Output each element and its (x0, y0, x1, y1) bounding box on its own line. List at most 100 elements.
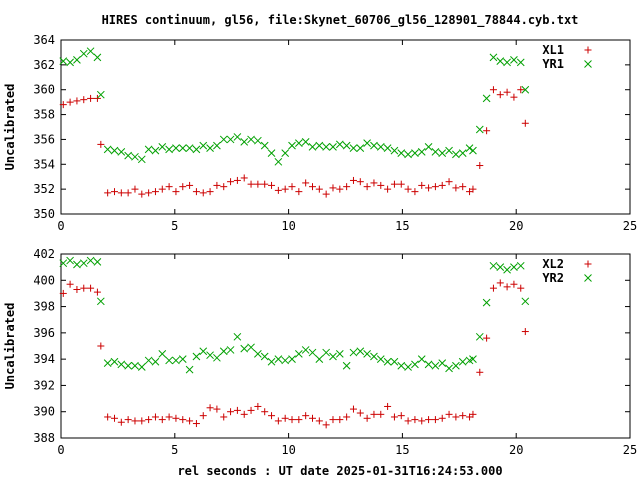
data-point (151, 357, 160, 366)
data-point (110, 146, 119, 155)
data-point (117, 360, 126, 369)
plot-frame (60, 253, 631, 439)
data-point (172, 414, 180, 422)
data-point (260, 352, 269, 361)
data-point (97, 342, 105, 350)
x-tick-label: 5 (171, 443, 178, 457)
data-point (110, 188, 118, 196)
data-point (418, 417, 426, 425)
y-tick-label: 352 (33, 182, 55, 196)
data-point (516, 58, 525, 67)
data-point (254, 350, 262, 358)
data-point (411, 360, 419, 369)
data-point (322, 421, 330, 429)
data-point (274, 355, 283, 363)
data-point (233, 133, 242, 141)
y-tick-label: 358 (33, 108, 55, 122)
data-point (199, 189, 207, 197)
y-tick-label: 390 (33, 405, 55, 419)
legend-marker (584, 46, 592, 54)
data-point (206, 188, 214, 196)
data-point (370, 141, 378, 150)
data-point (165, 413, 173, 421)
data-point (516, 261, 525, 270)
data-point (199, 347, 208, 356)
x-tick-label: 5 (171, 219, 178, 233)
data-point (336, 416, 344, 424)
data-point (274, 186, 282, 194)
data-point (220, 413, 228, 421)
data-point (117, 418, 125, 426)
data-point (349, 348, 358, 357)
data-point (199, 412, 207, 420)
data-point (301, 346, 310, 354)
series-yr2 (59, 256, 530, 374)
data-point (104, 189, 112, 197)
data-point (240, 174, 248, 182)
legend-marker (584, 274, 592, 282)
data-point (424, 360, 433, 369)
data-point (329, 184, 337, 192)
data-point (192, 145, 201, 154)
data-point (510, 280, 518, 288)
data-point (370, 410, 378, 418)
data-point (96, 90, 105, 99)
data-point (404, 185, 412, 193)
y-tick-label: 394 (33, 352, 55, 366)
data-point (370, 352, 378, 361)
x-axis-title: rel seconds : UT date 2025-01-31T16:24:5… (177, 464, 502, 478)
data-point (503, 88, 511, 96)
x-tick-label: 20 (509, 219, 523, 233)
data-point (521, 85, 530, 94)
data-point (172, 188, 180, 196)
data-point (315, 417, 323, 425)
data-point (131, 361, 139, 370)
legend-marker (584, 60, 592, 68)
data-point (131, 417, 139, 425)
data-point (384, 185, 392, 193)
y-tick-label: 398 (33, 300, 55, 314)
legend-label: XL2 (542, 257, 564, 271)
data-point (384, 402, 392, 410)
data-point (219, 347, 228, 356)
data-point (117, 189, 125, 197)
data-point (178, 144, 187, 152)
data-point (315, 185, 323, 193)
y-tick-label: 400 (33, 273, 55, 287)
data-point (93, 258, 102, 266)
data-point (295, 188, 303, 196)
data-point (79, 259, 88, 268)
x-tick-label: 25 (623, 443, 637, 457)
data-point (158, 350, 167, 358)
data-point (144, 145, 153, 154)
data-point (521, 119, 529, 127)
data-point (227, 178, 235, 186)
data-point (482, 94, 491, 103)
data-point (220, 183, 228, 191)
data-point (97, 140, 105, 148)
data-point (110, 414, 118, 422)
x-tick-label: 15 (395, 443, 409, 457)
data-point (452, 361, 460, 370)
data-point (145, 416, 153, 424)
data-point (86, 256, 95, 265)
data-point (213, 141, 221, 150)
chart-title: HIRES continuum, gl56, file:Skynet_60706… (102, 13, 579, 28)
data-point (404, 417, 412, 425)
data-point (66, 256, 74, 265)
data-point (469, 185, 477, 193)
data-point (137, 155, 146, 164)
data-point (445, 410, 453, 418)
data-point (124, 189, 132, 197)
data-point (66, 98, 74, 106)
data-point (158, 185, 166, 193)
data-point (137, 363, 146, 371)
data-point (179, 416, 187, 424)
data-point (288, 416, 296, 424)
data-point (226, 346, 235, 354)
legend-label: YR1 (542, 57, 564, 71)
data-point (438, 149, 447, 157)
data-point (151, 146, 160, 155)
data-point (281, 414, 289, 422)
data-point (165, 183, 173, 191)
